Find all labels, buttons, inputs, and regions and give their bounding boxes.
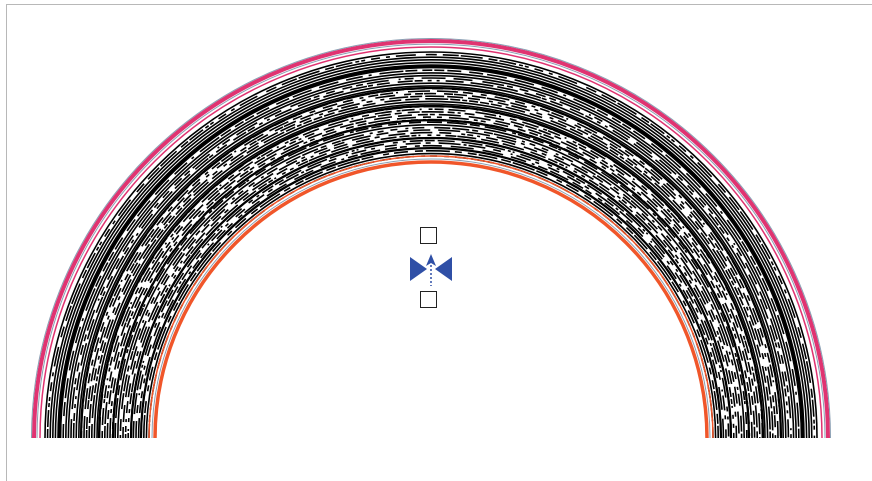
texture-ring bbox=[145, 152, 717, 439]
texture-ring bbox=[57, 64, 805, 439]
bottom-handle-icon[interactable] bbox=[420, 291, 437, 308]
texture-ring bbox=[75, 82, 787, 439]
inner-edge-stroke bbox=[153, 160, 709, 439]
texture-ring bbox=[139, 146, 723, 439]
texture-ring bbox=[70, 77, 792, 439]
left-wedge-shape bbox=[410, 257, 427, 281]
texture-ring bbox=[132, 139, 730, 439]
right-wedge-shape bbox=[435, 257, 452, 281]
texture-ring bbox=[96, 103, 766, 439]
texture-ring bbox=[62, 69, 800, 439]
texture-ring bbox=[46, 53, 816, 439]
arch-edges-group bbox=[31, 38, 831, 439]
texture-ring bbox=[130, 137, 732, 439]
inner-guide-line bbox=[151, 158, 711, 439]
bowtie-arrow-icon[interactable] bbox=[408, 253, 454, 287]
texture-ring bbox=[137, 144, 725, 439]
texture-ring bbox=[122, 129, 740, 439]
texture-ring bbox=[143, 150, 719, 439]
texture-ring bbox=[54, 61, 808, 439]
outer-guide-line bbox=[36, 43, 826, 439]
texture-ring bbox=[59, 66, 803, 439]
outer-edge-stroke bbox=[32, 39, 830, 439]
texture-ring bbox=[65, 72, 797, 439]
texture-ring bbox=[114, 121, 748, 439]
texture-ring bbox=[127, 134, 735, 439]
texture-ring bbox=[129, 136, 733, 439]
texture-ring bbox=[72, 79, 790, 439]
texture-ring bbox=[119, 126, 743, 439]
texture-ring bbox=[111, 118, 751, 439]
texture-ring bbox=[85, 92, 777, 439]
texture-ring bbox=[49, 56, 813, 439]
texture-ring bbox=[135, 142, 727, 439]
outer-guide-line bbox=[31, 38, 831, 439]
texture-ring bbox=[79, 86, 783, 439]
top-handle-icon[interactable] bbox=[420, 227, 437, 244]
inner-edge-stroke bbox=[148, 155, 714, 439]
texture-ring bbox=[117, 124, 745, 439]
texture-ring bbox=[52, 59, 810, 439]
texture-ring bbox=[124, 131, 738, 439]
texture-ring bbox=[67, 74, 795, 439]
texture-ring bbox=[83, 90, 779, 439]
texture-ring bbox=[93, 100, 769, 439]
texture-ring bbox=[104, 111, 758, 439]
texture-ring bbox=[88, 95, 774, 439]
outer-edge-stroke bbox=[39, 46, 823, 439]
arch-rings-group bbox=[44, 51, 818, 439]
texture-ring bbox=[106, 113, 756, 439]
up-arrow-shape bbox=[426, 254, 436, 266]
texture-ring bbox=[44, 51, 818, 439]
texture-ring bbox=[109, 116, 753, 439]
texture-ring bbox=[78, 85, 784, 439]
texture-ring bbox=[101, 108, 761, 439]
texture-ring bbox=[91, 98, 771, 439]
texture-ring bbox=[97, 104, 765, 439]
